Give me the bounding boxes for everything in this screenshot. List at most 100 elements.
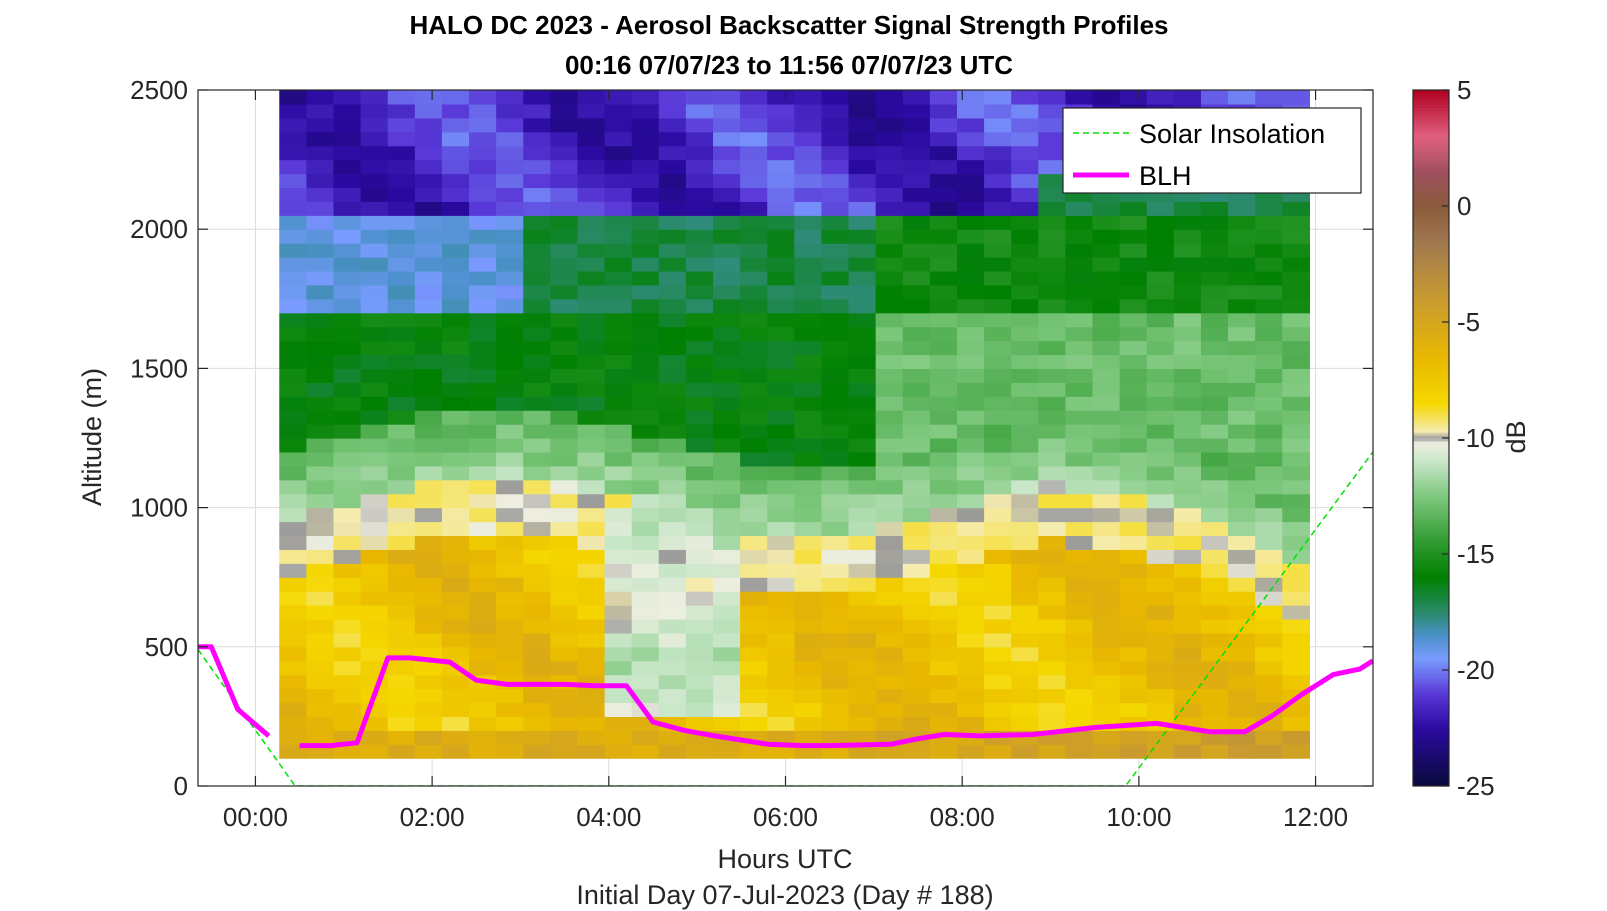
- heatmap-cell: [577, 229, 606, 244]
- heatmap-cell: [956, 688, 985, 704]
- heatmap-cell: [658, 187, 687, 202]
- heatmap-cell: [929, 688, 958, 704]
- heatmap-cell: [441, 410, 470, 425]
- heatmap-cell: [1038, 646, 1067, 662]
- heatmap-cell: [956, 354, 985, 369]
- colorbar-segment: [1413, 643, 1449, 648]
- heatmap-cell: [1146, 312, 1175, 328]
- heatmap-cell: [306, 368, 335, 383]
- heatmap-cell: [441, 730, 470, 745]
- heatmap-cell: [848, 354, 877, 369]
- heatmap-cell: [469, 131, 497, 147]
- colorbar-segment: [1413, 136, 1449, 140]
- heatmap-cell: [902, 117, 931, 133]
- heatmap-cell: [1282, 215, 1310, 230]
- heatmap-cell: [740, 479, 768, 495]
- heatmap-cell: [1146, 730, 1175, 745]
- heatmap-cell: [1282, 507, 1310, 523]
- heatmap-cell: [767, 646, 795, 662]
- heatmap-cell: [658, 507, 687, 523]
- heatmap-cell: [740, 312, 768, 328]
- heatmap-cell: [902, 424, 931, 439]
- heatmap-cell: [740, 438, 768, 453]
- colorbar-segment: [1413, 571, 1449, 575]
- colorbar-segment: [1413, 266, 1449, 271]
- heatmap-cell: [496, 605, 524, 620]
- heatmap-cell: [387, 187, 416, 202]
- heatmap-cell: [984, 410, 1012, 425]
- heatmap-cell: [306, 284, 335, 300]
- colorbar-segment: [1413, 513, 1449, 517]
- heatmap-cell: [713, 396, 741, 411]
- heatmap-cell: [1200, 465, 1229, 481]
- heatmap-cell: [441, 270, 470, 286]
- heatmap-cell: [604, 632, 633, 648]
- heatmap-cell: [550, 424, 579, 439]
- heatmap-cell: [875, 521, 904, 537]
- heatmap-cell: [279, 284, 307, 300]
- heatmap-cell: [685, 326, 714, 342]
- colorbar-segment: [1413, 609, 1449, 613]
- heatmap-cell: [1173, 702, 1202, 717]
- heatmap-cell: [550, 340, 579, 356]
- colorbar-segment: [1413, 171, 1449, 175]
- heatmap-cell: [496, 229, 524, 244]
- heatmap-cell: [1255, 521, 1283, 537]
- heatmap-cell: [984, 479, 1012, 495]
- heatmap-cell: [821, 201, 850, 216]
- heatmap-cell: [1200, 410, 1229, 425]
- series-line-blh-segment-1: [299, 655, 1373, 749]
- heatmap-cell: [279, 396, 307, 411]
- heatmap-cell: [360, 145, 389, 161]
- heatmap-cell: [685, 702, 714, 717]
- colorbar-segment: [1413, 368, 1449, 372]
- heatmap-cell: [1255, 229, 1283, 244]
- heatmap-cell: [1200, 424, 1229, 439]
- heatmap-cell: [279, 632, 307, 648]
- heatmap-cell: [414, 702, 443, 717]
- colorbar-segment: [1413, 745, 1449, 749]
- heatmap-cell: [496, 716, 524, 731]
- heatmap-cell: [441, 173, 470, 189]
- heatmap-cell: [550, 577, 579, 592]
- heatmap-cell: [1282, 229, 1310, 244]
- colorbar-segment: [1413, 316, 1449, 320]
- heatmap-cell: [441, 326, 470, 342]
- heatmap-cell: [1146, 340, 1175, 356]
- heatmap-cell: [767, 187, 795, 202]
- heatmap-cell: [1092, 284, 1121, 300]
- colorbar-segment: [1413, 484, 1449, 488]
- heatmap-cell: [631, 646, 660, 662]
- colorbar-segment: [1413, 269, 1449, 274]
- heatmap-cell: [1146, 438, 1175, 453]
- heatmap-cell: [1282, 674, 1310, 690]
- heatmap-cell: [740, 549, 768, 564]
- heatmap-cell: [441, 382, 470, 397]
- heatmap-cell: [333, 298, 362, 314]
- heatmap-cell: [1146, 410, 1175, 425]
- heatmap-cell: [550, 354, 579, 369]
- heatmap-cell: [685, 117, 714, 133]
- heatmap-cell: [1282, 424, 1310, 439]
- heatmap-cell: [848, 382, 877, 397]
- heatmap-cell: [414, 577, 443, 592]
- heatmap-cell: [1282, 563, 1310, 578]
- heatmap-cell: [496, 410, 524, 425]
- heatmap-cell: [848, 549, 877, 564]
- colorbar-segment: [1413, 327, 1449, 332]
- heatmap-cell: [496, 702, 524, 717]
- heatmap-cell: [414, 396, 443, 411]
- heatmap-cell: [414, 354, 443, 369]
- heatmap-cell: [1065, 438, 1094, 453]
- heatmap-cell: [279, 438, 307, 453]
- colorbar-segment: [1413, 501, 1449, 506]
- heatmap-cell: [1200, 577, 1229, 592]
- heatmap-cell: [1065, 660, 1094, 676]
- heatmap-cell: [956, 117, 985, 133]
- colorbar-segment: [1413, 533, 1449, 538]
- heatmap-cell: [956, 410, 985, 425]
- colorbar-label: dB: [1501, 420, 1531, 453]
- heatmap-cell: [956, 507, 985, 523]
- heatmap-cell: [1065, 368, 1094, 383]
- heatmap-cell: [496, 688, 524, 704]
